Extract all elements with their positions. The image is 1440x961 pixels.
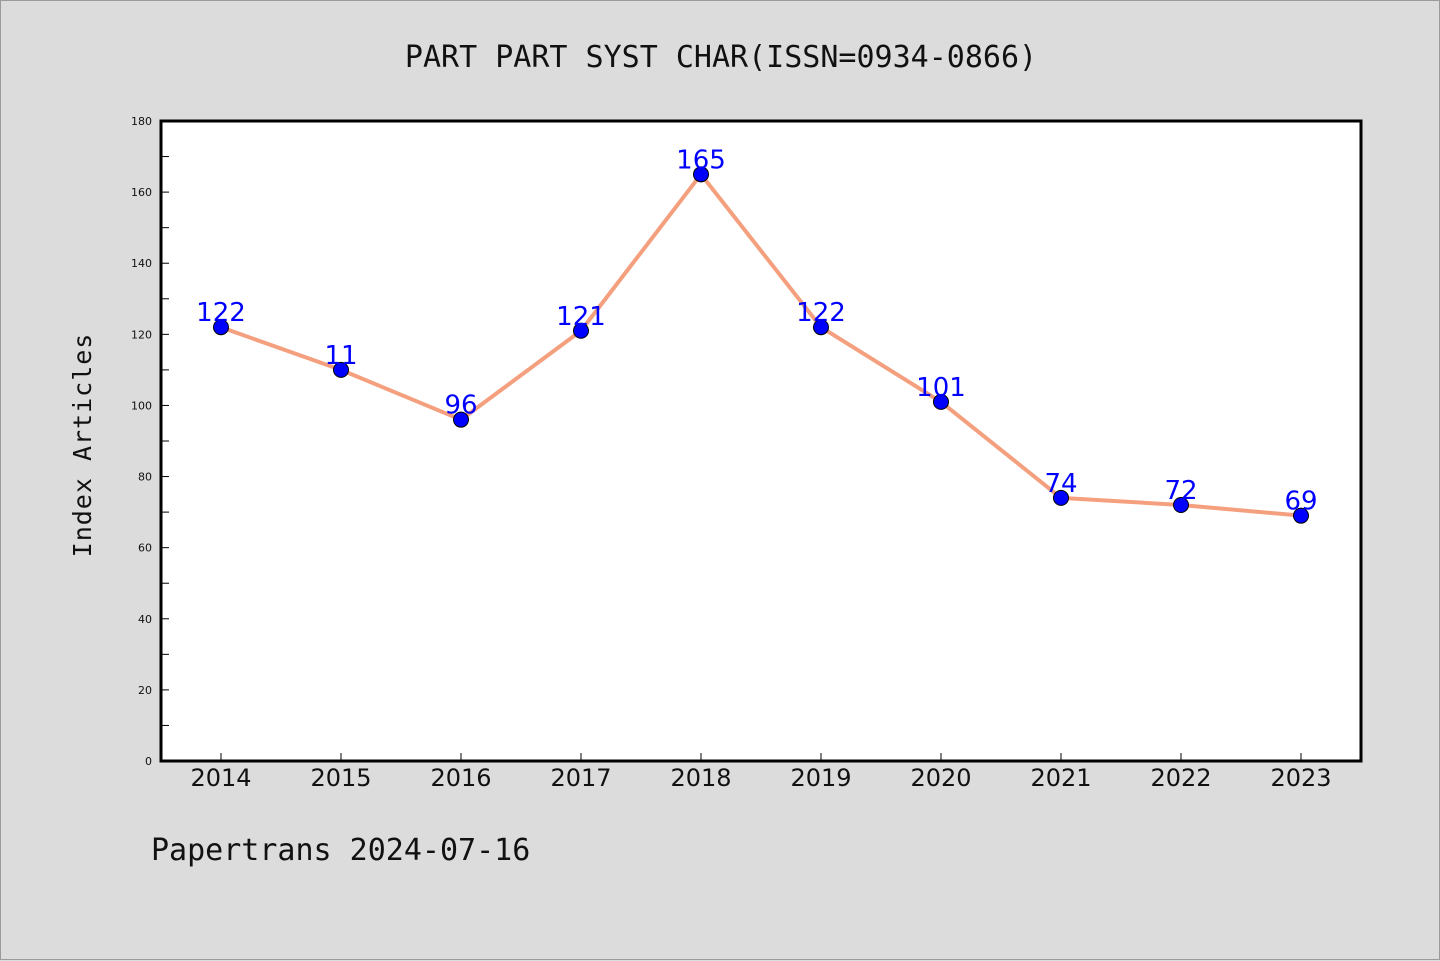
x-tick-label: 2023 — [1270, 764, 1331, 792]
x-tick-label: 2017 — [550, 764, 611, 792]
x-tick-label: 2016 — [430, 764, 491, 792]
plot-area — [159, 119, 1363, 763]
y-tick-label: 100 — [131, 399, 152, 412]
data-point — [933, 393, 949, 410]
x-tick-label: 2022 — [1150, 764, 1211, 792]
y-tick-label: 120 — [131, 328, 152, 341]
data-label: 122 — [196, 298, 246, 328]
series-line — [220, 172, 1302, 518]
y-tick-label: 160 — [131, 186, 152, 199]
x-tick-label: 2020 — [910, 764, 971, 792]
data-label: 74 — [1044, 469, 1077, 499]
y-tick-label: 80 — [138, 471, 152, 484]
series-articles: 122 11 96 121 165 122 101 74 72 69 — [196, 145, 1318, 524]
data-label: 72 — [1164, 476, 1197, 506]
data-label: 96 — [444, 391, 477, 421]
y-axis-label: Index Articles — [68, 333, 97, 558]
y-tick-label: 40 — [138, 613, 152, 626]
data-point — [573, 322, 589, 339]
y-tick-label: 60 — [138, 542, 152, 555]
x-tick-label: 2019 — [790, 764, 851, 792]
data-point — [213, 319, 229, 336]
y-tick-label: 0 — [145, 755, 152, 768]
y-axis: 0 20 40 60 80 100 120 140 160 180 — [131, 115, 169, 768]
data-point — [693, 166, 709, 183]
x-axis: 2014 2015 2016 2017 2018 2019 2020 2021 2022 2023 — [190, 753, 1332, 792]
data-label: 165 — [676, 145, 726, 175]
data-label: 101 — [916, 373, 966, 403]
data-point — [813, 319, 829, 336]
y-tick-label: 140 — [131, 257, 152, 270]
data-label: 11 — [324, 341, 357, 371]
data-point — [1173, 497, 1189, 513]
data-point — [1053, 489, 1069, 506]
y-tick-label: 180 — [131, 115, 152, 128]
chart-title: PART PART SYST CHAR(ISSN=0934-0866) — [405, 40, 1037, 75]
x-tick-label: 2014 — [190, 764, 251, 792]
x-tick-label: 2021 — [1030, 764, 1091, 792]
x-tick-label: 2015 — [310, 764, 371, 792]
data-label: 122 — [796, 298, 846, 328]
data-point — [333, 361, 349, 378]
y-tick-label: 20 — [138, 684, 152, 697]
x-tick-label: 2018 — [670, 764, 731, 792]
data-label: 121 — [556, 302, 606, 332]
data-point — [453, 411, 469, 428]
footer-source: Papertrans 2024-07-16 — [151, 833, 531, 868]
data-point — [1293, 507, 1309, 524]
data-label: 69 — [1284, 487, 1317, 517]
